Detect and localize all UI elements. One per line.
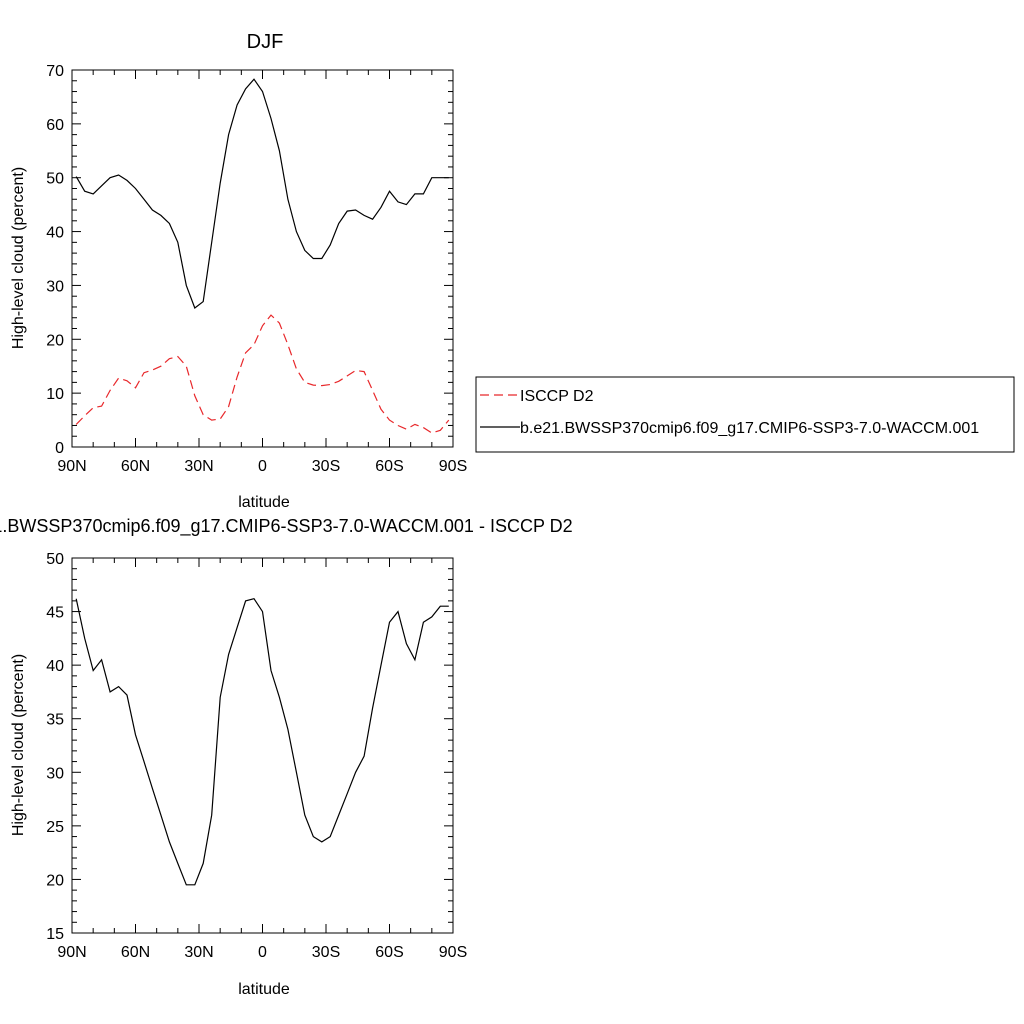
x-tick-label: 0	[258, 458, 267, 475]
x-tick-label: 60S	[375, 458, 403, 475]
series-lines	[75, 598, 449, 886]
y-tick-label: 50	[46, 171, 64, 188]
series-line-0	[75, 314, 450, 434]
axis-ticks	[71, 557, 454, 934]
plot-frame	[71, 557, 454, 934]
y-tick-label: 40	[46, 658, 64, 675]
axis-ticks	[71, 69, 454, 448]
x-tick-label: 30N	[184, 944, 213, 961]
y-axis-label: High-level cloud (percent)	[10, 167, 27, 349]
y-tick-label: 30	[46, 278, 64, 295]
legend-box	[475, 376, 1015, 453]
y-tick-label: 60	[46, 117, 64, 134]
x-tick-label: 90N	[57, 944, 86, 961]
series-lines	[75, 78, 450, 434]
chart-djf: DJF 90N 60N 30N 0 30S 60S 90S 0 10 20 30 40 50 60 70 l…	[10, 31, 467, 511]
y-tick-label: 20	[46, 872, 64, 889]
y-tick-label: 40	[46, 225, 64, 242]
x-tick-label: 30S	[312, 458, 340, 475]
y-tick-label: 50	[46, 551, 64, 568]
x-tick-label: 90S	[439, 458, 467, 475]
y-tick-label: 20	[46, 332, 64, 349]
y-tick-label: 30	[46, 765, 64, 782]
series-line-1	[75, 78, 449, 309]
chart-difference: b.e21.BWSSP370cmip6.f09_g17.CMIP6-SSP3-7…	[0, 516, 573, 998]
chart-title: b.e21.BWSSP370cmip6.f09_g17.CMIP6-SSP3-7…	[0, 516, 573, 537]
x-tick-label: 90S	[439, 944, 467, 961]
x-tick-label: 90N	[57, 458, 86, 475]
y-tick-label: 35	[46, 712, 64, 729]
y-tick-label: 70	[46, 63, 64, 80]
y-tick-label: 0	[55, 440, 64, 457]
y-tick-label: 25	[46, 819, 64, 836]
tick-labels: 90N 60N 30N 0 30S 60S 90S 0 10 20 30 40 50 60 70	[46, 63, 467, 475]
y-tick-label: 45	[46, 605, 64, 622]
x-axis-label: latitude	[238, 981, 290, 998]
x-tick-label: 60N	[121, 944, 150, 961]
chart-title: DJF	[247, 31, 284, 53]
x-axis-label: latitude	[238, 494, 290, 511]
legend-label-isccp: ISCCP D2	[520, 388, 594, 405]
y-axis-label: High-level cloud (percent)	[10, 654, 27, 836]
plot-frame	[71, 69, 454, 448]
x-tick-label: 30S	[312, 944, 340, 961]
x-tick-label: 30N	[184, 458, 213, 475]
y-tick-label: 10	[46, 386, 64, 403]
x-tick-label: 60S	[375, 944, 403, 961]
legend: ISCCP D2 b.e21.BWSSP370cmip6.f09_g17.CMI…	[475, 376, 1015, 453]
series-line-0	[75, 598, 449, 886]
x-tick-label: 0	[258, 944, 267, 961]
tick-labels: 90N 60N 30N 0 30S 60S 90S 15 20 25 30 35 40 45 50	[46, 551, 467, 961]
x-tick-label: 60N	[121, 458, 150, 475]
y-tick-label: 15	[46, 926, 64, 943]
legend-label-model: b.e21.BWSSP370cmip6.f09_g17.CMIP6-SSP3-7…	[520, 420, 979, 437]
